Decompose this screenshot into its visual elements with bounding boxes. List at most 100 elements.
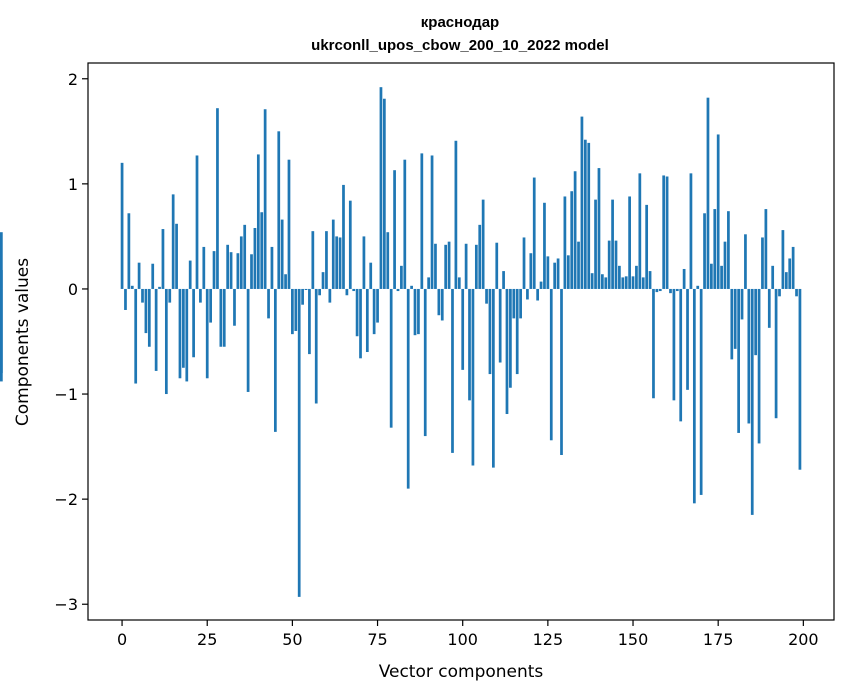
bar (400, 265, 403, 289)
x-tick-label: 50 (282, 630, 302, 649)
bar (474, 244, 478, 289)
bar (161, 229, 165, 289)
bar (147, 288, 151, 347)
bar (171, 194, 175, 289)
bar (246, 288, 250, 392)
bar (359, 288, 362, 359)
y-tick-label: −2 (54, 490, 78, 509)
bar (502, 271, 505, 289)
bar (556, 258, 560, 289)
bar (515, 288, 519, 375)
bar (669, 288, 672, 294)
bar (267, 288, 270, 319)
bar (492, 288, 495, 468)
bar (543, 202, 546, 289)
bar (481, 199, 485, 289)
bar (209, 288, 212, 323)
bar (784, 272, 788, 289)
bar (396, 288, 400, 292)
plot-frame (87, 62, 835, 621)
bar (423, 288, 427, 437)
bar (546, 256, 550, 289)
bar (604, 277, 608, 289)
bar (202, 246, 206, 289)
bar (260, 212, 264, 289)
x-tick-label: 175 (703, 630, 734, 649)
bar (222, 288, 226, 347)
bar (0, 232, 3, 289)
bar (164, 288, 168, 395)
bar (365, 288, 369, 353)
y-tick-label: 1 (68, 175, 78, 194)
bar (464, 243, 468, 289)
bar (560, 288, 563, 455)
bar (468, 288, 471, 401)
bar (744, 234, 747, 289)
bar (526, 288, 529, 300)
bar (386, 232, 390, 289)
bar (607, 240, 611, 289)
bar (338, 237, 342, 289)
y-axis-label: Components values (13, 258, 33, 426)
bar (587, 142, 591, 289)
bar (437, 288, 441, 316)
bar (553, 262, 557, 289)
bar (195, 155, 199, 289)
bar (767, 288, 771, 328)
bar (0, 288, 3, 382)
bar (652, 288, 655, 399)
bar (120, 162, 124, 289)
bar (747, 288, 751, 424)
bar (601, 274, 604, 289)
bar (270, 246, 274, 289)
bar (454, 140, 458, 289)
bar (672, 288, 676, 401)
bar (723, 241, 727, 289)
bar (590, 273, 594, 289)
bar (410, 285, 413, 289)
bar (495, 242, 499, 289)
bar (352, 288, 356, 292)
bar (314, 288, 318, 404)
bar (239, 236, 243, 289)
bar (532, 177, 536, 289)
bar (434, 243, 437, 289)
x-axis-label: Vector components (379, 662, 544, 682)
bar (280, 219, 284, 289)
bar (566, 255, 570, 289)
bar (631, 276, 635, 289)
bar (444, 244, 448, 289)
bar (798, 288, 802, 470)
bar (216, 108, 219, 289)
bar (485, 288, 488, 304)
bar (199, 288, 202, 303)
bar (219, 288, 223, 347)
bar (134, 288, 138, 384)
bar (308, 288, 311, 355)
bar (778, 288, 781, 297)
bar (795, 288, 798, 297)
y-tick-label: 2 (68, 70, 78, 89)
bar (355, 288, 359, 337)
bar (597, 168, 601, 289)
bar (124, 288, 127, 310)
bar (522, 237, 526, 289)
bar (648, 271, 652, 289)
bar (291, 288, 294, 335)
bar (342, 184, 345, 289)
y-tick-label: 0 (68, 280, 78, 299)
bar (478, 224, 482, 289)
bar (229, 252, 233, 289)
bar (457, 277, 461, 289)
bar (212, 251, 216, 289)
bar (505, 288, 509, 415)
bar (440, 288, 444, 321)
bar (583, 139, 587, 289)
bar (168, 288, 172, 303)
bar (771, 265, 775, 289)
bar (682, 268, 686, 289)
bar (621, 277, 625, 289)
bar (570, 191, 574, 289)
bar (294, 288, 298, 331)
